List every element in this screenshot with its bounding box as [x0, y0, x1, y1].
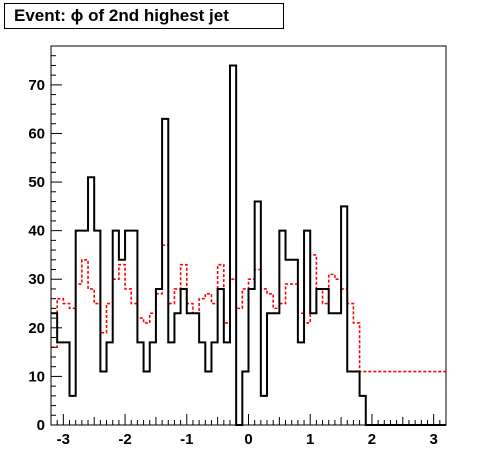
y-tick-label: 70: [28, 77, 45, 94]
x-tick-label: -3: [57, 431, 70, 448]
y-tick-label: 0: [37, 417, 45, 434]
series-line-dashed-red: [51, 244, 446, 373]
y-tick-label: 30: [28, 271, 45, 288]
x-tick-label: -1: [180, 431, 193, 448]
y-tick-label: 20: [28, 320, 45, 337]
y-tick-label: 10: [28, 368, 45, 385]
x-tick-label: -2: [118, 431, 131, 448]
x-tick-label: 0: [244, 431, 252, 448]
series-line-solid-black: [51, 64, 446, 426]
chart-title: Event: ϕ of 2nd highest jet: [4, 3, 284, 29]
x-tick-label: 1: [306, 431, 314, 448]
x-tick-label: 3: [429, 431, 437, 448]
x-tick-label: 2: [368, 431, 376, 448]
series-layer: [51, 64, 446, 426]
y-tick-label: 50: [28, 174, 45, 191]
y-tick-label: 60: [28, 125, 45, 142]
y-tick-label: 40: [28, 223, 45, 240]
